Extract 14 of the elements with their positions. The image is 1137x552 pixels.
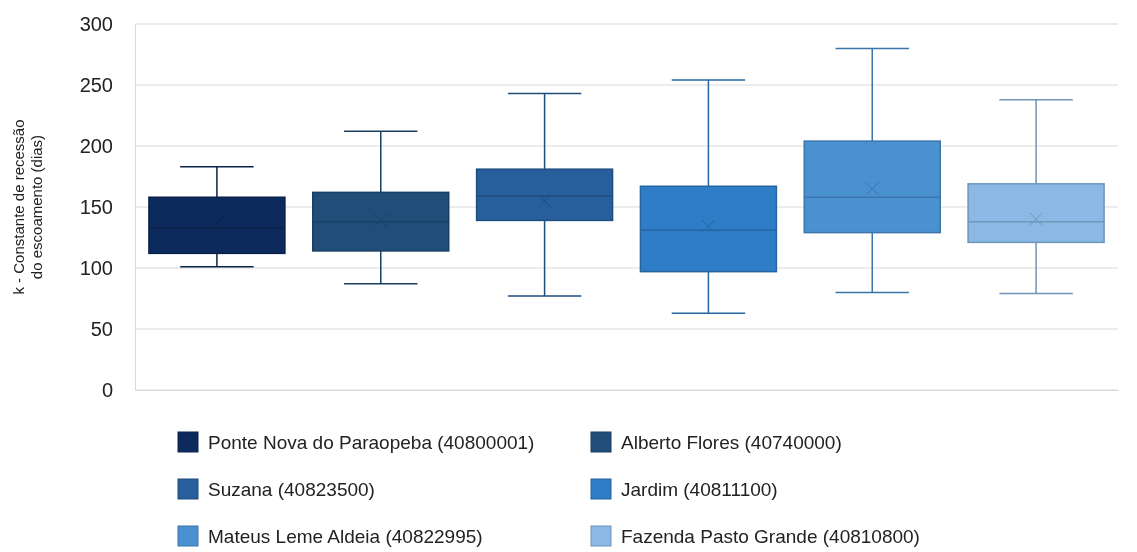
y-tick-label: 50 bbox=[90, 317, 113, 340]
legend-label: Fazenda Pasto Grande (40810800) bbox=[621, 526, 920, 547]
y-axis-title: k - Constante de recessão do escoamento (dias) bbox=[10, 119, 45, 295]
y-tick-label: 0 bbox=[101, 378, 113, 401]
legend-label: Suzana (40823500) bbox=[208, 479, 375, 500]
legend-label: Mateus Leme Aldeia (40822995) bbox=[208, 526, 483, 547]
y-tick-label: 100 bbox=[79, 256, 113, 279]
legend-label: Jardim (40811100) bbox=[621, 479, 778, 500]
legend-label: Ponte Nova do Paraopeba (40800001) bbox=[208, 432, 535, 453]
y-tick-label: 300 bbox=[79, 12, 113, 35]
y-tick-label: 200 bbox=[79, 134, 113, 157]
y-tick-label: 250 bbox=[79, 73, 113, 96]
y-tick-label: 150 bbox=[79, 195, 113, 218]
legend-label: Alberto Flores (40740000) bbox=[621, 432, 842, 453]
